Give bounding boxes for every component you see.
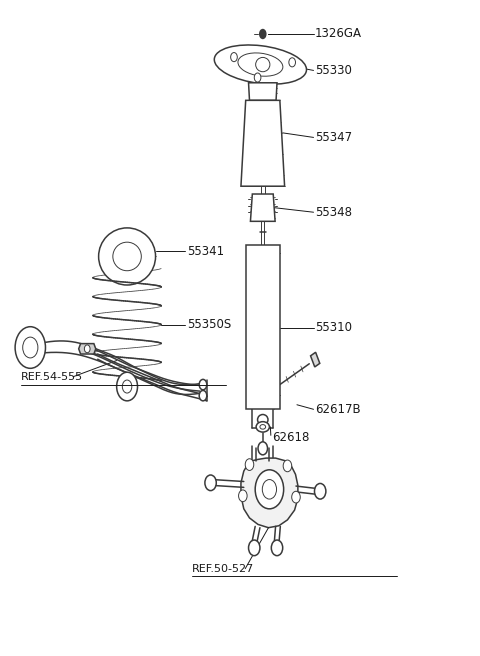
Circle shape xyxy=(199,390,207,401)
Circle shape xyxy=(258,442,267,455)
Polygon shape xyxy=(311,352,320,367)
Text: 55347: 55347 xyxy=(315,131,352,144)
Circle shape xyxy=(314,483,326,499)
Circle shape xyxy=(199,379,207,390)
Ellipse shape xyxy=(214,45,307,84)
Text: 62618: 62618 xyxy=(272,431,310,443)
Circle shape xyxy=(292,491,300,503)
Text: 55330: 55330 xyxy=(315,64,352,77)
Text: REF.50-527: REF.50-527 xyxy=(192,564,254,573)
Text: 62617B: 62617B xyxy=(315,403,360,416)
Polygon shape xyxy=(249,83,277,100)
Circle shape xyxy=(122,380,132,393)
Ellipse shape xyxy=(256,58,270,72)
Circle shape xyxy=(205,475,216,491)
Circle shape xyxy=(254,73,261,82)
Polygon shape xyxy=(241,458,298,527)
Circle shape xyxy=(239,490,247,502)
Text: 55350S: 55350S xyxy=(187,318,231,331)
Text: 1326GA: 1326GA xyxy=(315,28,362,41)
Circle shape xyxy=(262,480,276,499)
Circle shape xyxy=(271,540,283,556)
Circle shape xyxy=(289,58,296,67)
Text: REF.54-555: REF.54-555 xyxy=(21,372,83,382)
Circle shape xyxy=(259,29,266,39)
Circle shape xyxy=(255,470,284,509)
Circle shape xyxy=(245,459,254,470)
Ellipse shape xyxy=(113,242,141,271)
Polygon shape xyxy=(251,194,275,221)
Ellipse shape xyxy=(238,53,283,76)
Text: 55341: 55341 xyxy=(187,245,224,258)
Circle shape xyxy=(23,337,38,358)
Polygon shape xyxy=(79,344,96,354)
Polygon shape xyxy=(241,100,285,186)
Ellipse shape xyxy=(260,424,265,429)
Ellipse shape xyxy=(258,415,268,425)
Circle shape xyxy=(117,372,137,401)
Circle shape xyxy=(84,345,90,353)
Ellipse shape xyxy=(256,422,269,432)
Polygon shape xyxy=(246,245,280,409)
Circle shape xyxy=(283,460,292,472)
Text: 55348: 55348 xyxy=(315,206,352,218)
Circle shape xyxy=(249,540,260,556)
Ellipse shape xyxy=(98,228,156,285)
Text: 55310: 55310 xyxy=(315,321,352,335)
Circle shape xyxy=(15,327,46,368)
Circle shape xyxy=(231,52,237,62)
